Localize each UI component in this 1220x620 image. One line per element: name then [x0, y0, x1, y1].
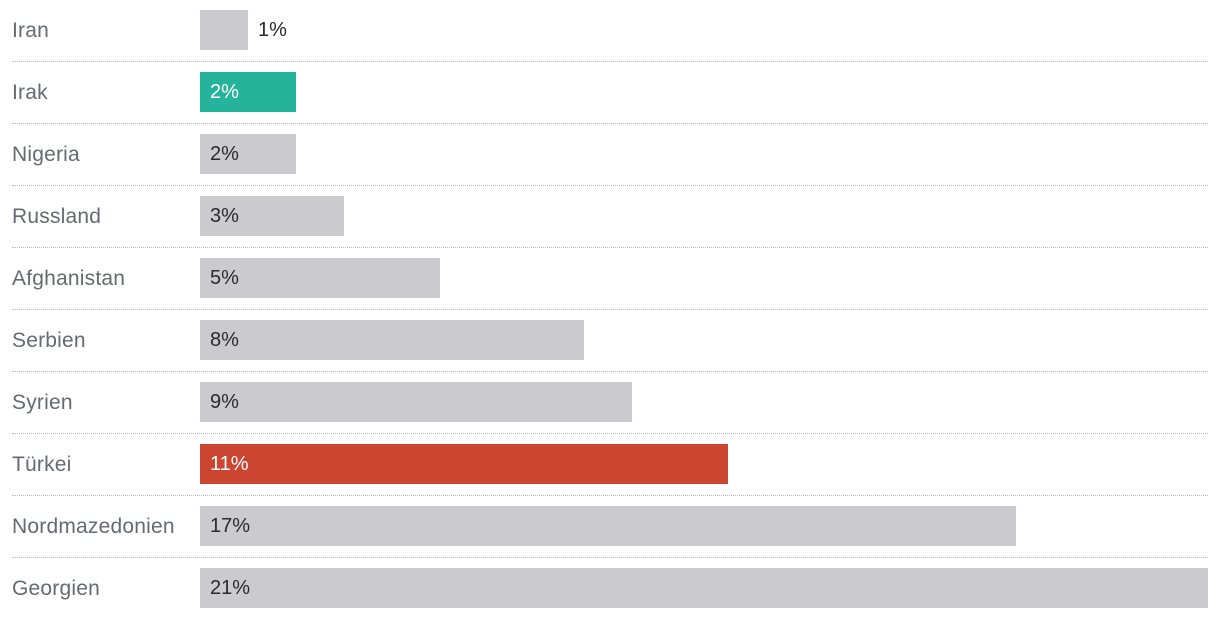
bar [200, 72, 296, 112]
value-label: 3% [210, 205, 239, 227]
value-label: 9% [210, 391, 239, 413]
bar [200, 382, 632, 422]
value-label: 1% [258, 19, 287, 41]
value-label: 11% [210, 453, 249, 475]
category-label: Türkei [12, 453, 72, 476]
value-label: 8% [210, 329, 239, 351]
bar-row-syrien: Syrien 9% [0, 372, 1220, 434]
bar-row-russland: Russland 3% [0, 186, 1220, 248]
value-label: 2% [210, 143, 239, 165]
bar-row-tuerkei: Türkei 11% [0, 434, 1220, 496]
bar [200, 10, 248, 50]
bar [200, 258, 440, 298]
category-label: Iran [12, 19, 49, 42]
value-label: 17% [210, 515, 251, 537]
category-label: Irak [12, 81, 48, 104]
bar-row-serbien: Serbien 8% [0, 310, 1220, 372]
category-label: Nigeria [12, 143, 80, 166]
row-divider [12, 433, 1208, 434]
value-label: 21% [210, 577, 251, 599]
category-label: Serbien [12, 329, 86, 352]
row-divider [12, 247, 1208, 248]
value-label: 2% [210, 81, 239, 103]
category-label: Nordmazedonien [12, 515, 175, 538]
row-divider [12, 61, 1208, 62]
category-label: Syrien [12, 391, 73, 414]
bar [200, 444, 728, 484]
row-divider [12, 309, 1208, 310]
bar-row-iran: Iran 1% [0, 0, 1220, 62]
category-label: Russland [12, 205, 102, 228]
bar [200, 568, 1208, 608]
bar-row-georgien: Georgien 21% [0, 558, 1220, 620]
row-divider [12, 495, 1208, 496]
bar [200, 506, 1016, 546]
bar-row-nigeria: Nigeria 2% [0, 124, 1220, 186]
bar-row-nordmazedonien: Nordmazedonien 17% [0, 496, 1220, 558]
bar-row-afghanistan: Afghanistan 5% [0, 248, 1220, 310]
category-label: Georgien [12, 577, 100, 600]
row-divider [12, 557, 1208, 558]
bar [200, 134, 296, 174]
category-label: Afghanistan [12, 267, 126, 290]
bar [200, 196, 344, 236]
row-divider [12, 185, 1208, 186]
row-divider [12, 123, 1208, 124]
bar-row-irak: Irak 2% [0, 62, 1220, 124]
bar [200, 320, 584, 360]
row-divider [12, 371, 1208, 372]
value-label: 5% [210, 267, 239, 289]
